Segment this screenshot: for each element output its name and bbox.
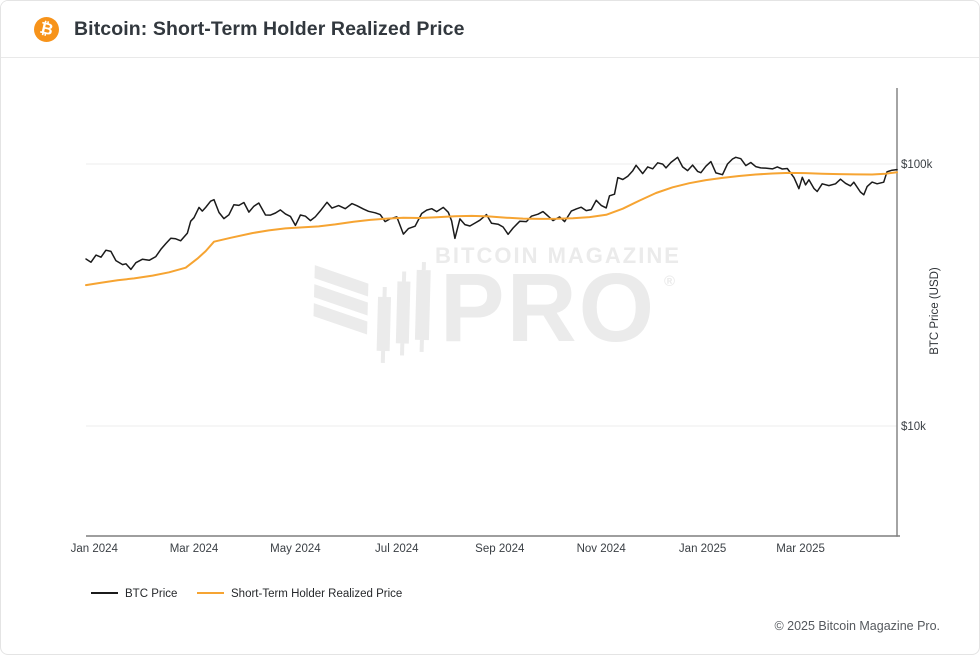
x-tick-label: Jul 2024	[375, 543, 419, 555]
x-axis-labels: Jan 2024 Mar 2024 May 2024 Jul 2024 Sep 2024…	[71, 543, 825, 555]
x-tick-label: May 2024	[270, 543, 321, 555]
bitcoin-icon: ₿	[34, 16, 59, 42]
legend-label-btc-price: BTC Price	[125, 588, 177, 600]
chart-canvas[interactable]: BITCOIN MAGAZINE PRO ® $100k $10k Jan 202…	[1, 58, 980, 655]
legend-item-btc-price[interactable]: BTC Price	[91, 588, 177, 600]
gridlines	[86, 163, 897, 427]
x-tick-label: Mar 2024	[170, 543, 219, 555]
y-axis-labels: $100k $10k	[901, 159, 933, 433]
y-tick-label: $10k	[901, 421, 926, 433]
bitcoin-glyph: ₿	[38, 17, 56, 40]
y-tick-label: $100k	[901, 159, 933, 171]
watermark-line1: BITCOIN MAGAZINE	[435, 243, 681, 268]
copyright-text: © 2025 Bitcoin Magazine Pro.	[774, 619, 940, 633]
x-tick-label: Mar 2025	[776, 543, 825, 555]
btc-price-line	[85, 156, 898, 271]
x-tick-label: Jan 2025	[679, 543, 726, 555]
chart-header: ₿ Bitcoin: Short-Term Holder Realized Pr…	[1, 1, 979, 58]
y-axis-title: BTC Price (USD)	[929, 267, 941, 355]
legend-item-sth-realized-price[interactable]: Short-Term Holder Realized Price	[197, 588, 402, 600]
sth-realized-price-line	[85, 171, 898, 287]
bitcoin-magazine-pro-logo-icon	[313, 261, 431, 364]
watermark: BITCOIN MAGAZINE PRO ®	[313, 243, 681, 364]
watermark-line2: PRO	[440, 253, 656, 362]
page-title: Bitcoin: Short-Term Holder Realized Pric…	[74, 17, 465, 40]
legend-label-sth-realized-price: Short-Term Holder Realized Price	[231, 588, 402, 600]
x-tick-label: Nov 2024	[577, 543, 627, 555]
watermark-registered-mark: ®	[664, 273, 675, 290]
x-tick-label: Jan 2024	[71, 543, 119, 555]
x-tick-label: Sep 2024	[475, 543, 525, 555]
legend: BTC Price Short-Term Holder Realized Pri…	[91, 588, 402, 600]
